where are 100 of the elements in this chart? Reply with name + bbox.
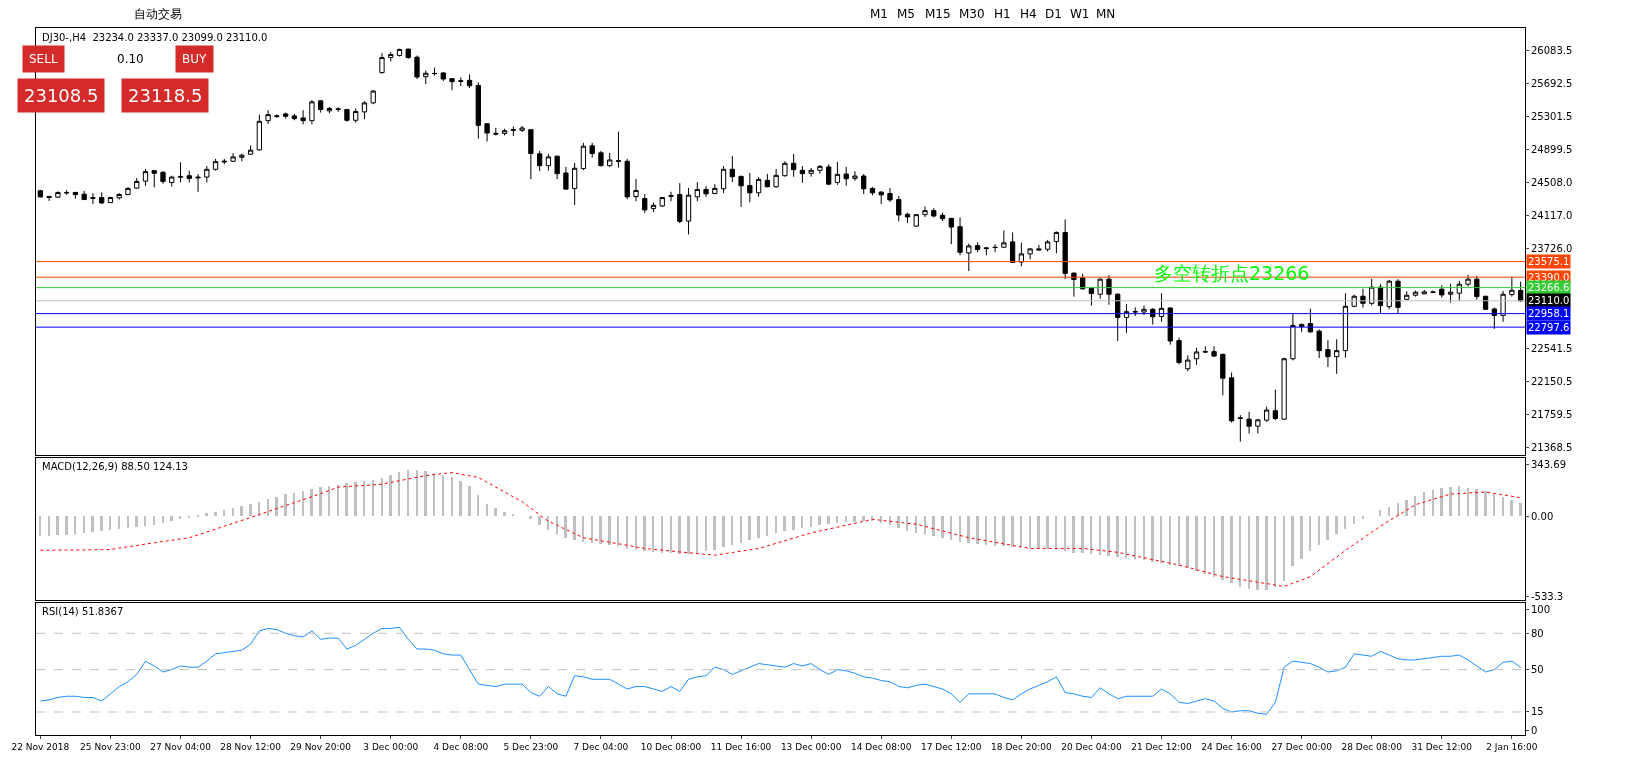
text: W1 <box>1070 7 1090 21</box>
x-tick-label: 28 Dec 08:00 <box>1341 741 1403 752</box>
x-tick-label: 29 Nov 20:00 <box>290 741 352 752</box>
candlestick <box>931 207 937 218</box>
candlestick <box>1404 290 1410 301</box>
bar <box>1379 510 1381 516</box>
candlestick <box>773 168 779 189</box>
candlestick <box>431 67 438 77</box>
bar <box>635 516 637 550</box>
bar <box>1265 516 1268 590</box>
candlestick <box>1220 353 1226 396</box>
candlestick <box>755 176 762 198</box>
bar <box>1230 516 1233 583</box>
candlestick <box>554 155 560 180</box>
candlestick <box>764 173 771 188</box>
candlestick <box>1474 275 1480 301</box>
candlestick <box>1509 276 1515 298</box>
candlestick <box>466 73 473 89</box>
candlestick <box>659 196 665 208</box>
candlestick <box>1185 354 1191 372</box>
bar <box>109 516 111 530</box>
x-tick-label: 21 Dec 12:00 <box>1131 741 1193 752</box>
bar <box>1519 503 1522 516</box>
bar <box>976 516 979 544</box>
bar <box>424 471 427 516</box>
y-tick-label: 23726.0 <box>1531 243 1573 255</box>
bar <box>232 508 234 516</box>
candlestick <box>589 142 595 159</box>
candlestick <box>396 48 403 57</box>
y-tick-label: 21368.5 <box>1531 442 1573 454</box>
candlestick <box>694 181 700 202</box>
candlestick <box>878 191 884 205</box>
candlestick <box>256 114 262 151</box>
bar <box>1405 500 1408 516</box>
candlestick <box>1211 345 1217 358</box>
candlestick <box>1027 247 1033 260</box>
y-tick-label: 24508.0 <box>1531 177 1573 189</box>
candlestick <box>1141 305 1147 316</box>
candlestick <box>291 113 298 121</box>
candlestick <box>186 170 192 183</box>
candlestick <box>64 189 70 196</box>
bar <box>967 516 970 543</box>
line-series <box>39 626 1522 715</box>
x-tick-label: 14 Dec 08:00 <box>850 741 912 752</box>
candlestick <box>379 52 385 75</box>
bar <box>284 494 287 516</box>
bar <box>1072 516 1075 553</box>
bar <box>433 473 435 516</box>
candlestick <box>519 125 525 133</box>
candlestick <box>1421 289 1427 295</box>
bar <box>56 516 59 535</box>
bar <box>1256 516 1259 590</box>
bar <box>1213 516 1215 577</box>
ref-line-label: 23266.6 <box>1528 282 1570 293</box>
bar <box>381 478 383 516</box>
bar <box>783 516 786 531</box>
candlestick <box>247 145 254 156</box>
bar <box>162 516 164 523</box>
bar <box>845 516 847 522</box>
candlestick <box>1097 277 1103 300</box>
y-tick-label: -533.3 <box>1531 591 1564 603</box>
bar <box>275 497 278 516</box>
candlestick <box>966 243 972 272</box>
y-tick-label: 15 <box>1531 706 1544 718</box>
bar <box>1064 516 1066 551</box>
bar <box>731 516 733 545</box>
x-tick-label: 27 Nov 04:00 <box>150 741 212 752</box>
candlestick <box>151 170 157 188</box>
bar <box>1274 516 1276 587</box>
bar <box>1388 507 1390 516</box>
candlestick <box>799 165 806 184</box>
bar <box>1090 516 1092 554</box>
candlestick <box>81 190 87 201</box>
bar <box>1502 497 1504 516</box>
candlestick <box>388 51 394 63</box>
bar <box>1081 516 1084 553</box>
bar <box>827 516 830 524</box>
bar <box>687 516 690 554</box>
bar <box>564 516 567 538</box>
bar <box>748 516 751 540</box>
bar <box>442 475 444 516</box>
bar <box>1002 516 1005 546</box>
text: M5 <box>897 7 915 21</box>
bar <box>1467 488 1469 516</box>
candlestick <box>1036 244 1042 251</box>
text: H4 <box>1020 7 1037 21</box>
bar <box>1484 491 1487 516</box>
bar <box>801 516 803 528</box>
candlestick <box>493 127 499 136</box>
bar <box>722 516 725 547</box>
candlestick <box>1325 339 1331 368</box>
candlestick <box>782 160 788 178</box>
candlestick <box>528 128 534 180</box>
candlestick <box>1395 278 1401 314</box>
bar <box>547 516 549 530</box>
bar <box>582 516 584 542</box>
candlestick <box>633 178 639 202</box>
bar <box>1248 516 1250 589</box>
bar <box>459 481 462 516</box>
bar <box>135 516 138 527</box>
